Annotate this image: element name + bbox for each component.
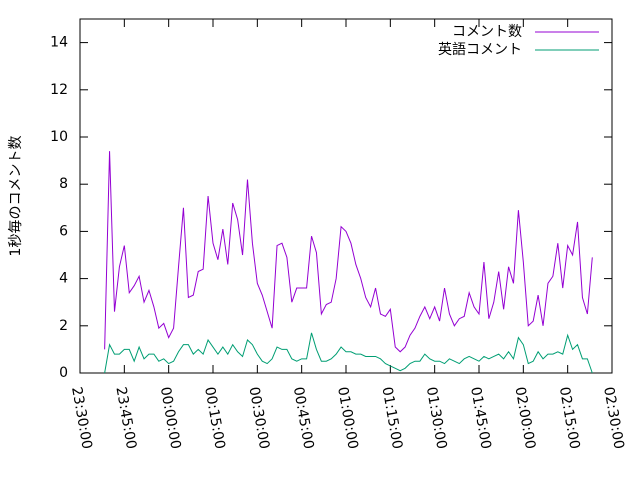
- y-tick-label: 0: [59, 365, 68, 381]
- y-tick-label: 4: [59, 271, 68, 287]
- x-tick-label: 02:30:00: [600, 386, 627, 451]
- x-tick-label: 00:15:00: [201, 386, 228, 451]
- x-tick-label: 01:15:00: [378, 386, 405, 451]
- x-tick-label: 00:45:00: [290, 386, 317, 451]
- x-tick-label: 02:15:00: [556, 386, 583, 451]
- x-tick-label: 01:30:00: [423, 386, 450, 451]
- legend-label: コメント数: [452, 24, 522, 40]
- y-tick-label: 2: [59, 318, 68, 334]
- data-line: [104, 151, 593, 353]
- x-tick-label: 00:30:00: [245, 386, 272, 451]
- x-tick-label: 01:00:00: [334, 386, 361, 451]
- y-tick-label: 10: [50, 129, 68, 145]
- y-tick-label: 8: [59, 176, 68, 192]
- plot-frame: [79, 18, 613, 374]
- data-line: [104, 332, 593, 374]
- x-tick-label: 00:00:00: [157, 386, 184, 451]
- x-tick-label: 01:45:00: [467, 386, 494, 451]
- y-tick-label: 14: [50, 35, 68, 51]
- y-axis-label: 1秒毎のコメント数: [8, 136, 24, 257]
- legend-label: 英語コメント: [438, 41, 522, 58]
- y-tick-label: 12: [50, 82, 68, 98]
- y-tick-label: 6: [59, 223, 68, 239]
- x-tick-label: 23:30:00: [68, 386, 95, 451]
- x-tick-label: 23:45:00: [112, 386, 139, 451]
- x-tick-label: 02:00:00: [511, 386, 538, 451]
